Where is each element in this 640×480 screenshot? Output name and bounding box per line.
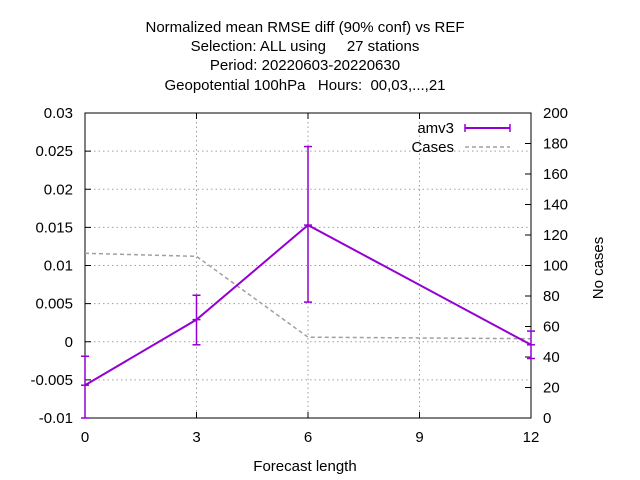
title-line-3: Period: 20220603-20220630 [210,57,400,74]
y2-tick-label: 40 [543,349,560,366]
y-tick-label: 0.01 [44,258,73,275]
y-tick-label: 0.03 [44,105,73,122]
x-tick-label: 3 [192,429,200,446]
series [81,145,535,419]
y-tick-label: 0.02 [44,181,73,198]
x-axis-label: Forecast length [253,458,356,475]
y2-tick-label: 0 [543,410,551,427]
y2-tick-label: 140 [543,197,568,214]
legend-label-amv3: amv3 [417,120,454,137]
y-tick-label: 0.015 [35,219,73,236]
series-line-cases [84,252,532,340]
x-tick-label: 6 [304,429,312,446]
title-line-2: Selection: ALL using 27 stations [191,38,420,55]
legend-swatch-amv3 [464,124,511,132]
y2-tick-label: 200 [543,105,568,122]
y-tick-label: -0.005 [30,372,73,389]
y2-tick-label: 60 [543,319,560,336]
y-tick-label: -0.01 [39,410,73,427]
y2-tick-label: 80 [543,288,560,305]
y2-tick-label: 100 [543,258,568,275]
plot-frame [84,112,532,419]
x-tick-label: 9 [415,429,423,446]
y2-tick-label: 160 [543,166,568,183]
title-line-4: Geopotential 100hPa Hours: 00,03,...,21 [164,77,445,94]
y-tick-label: 0 [65,334,73,351]
y2-tick-label: 180 [543,136,568,153]
x-tick-label: 0 [81,429,89,446]
y2-tick-label: 120 [543,227,568,244]
x-tick-label: 12 [523,429,540,446]
y2-axis-label: No cases [590,237,607,300]
y-tick-label: 0.025 [35,143,73,160]
axis-ticks: 0 3 6 9 12 -0.01 -0.005 0 0.005 0.01 0.015 0.02 0.02… [30,105,568,446]
title-line-1: Normalized mean RMSE diff (90% conf) vs … [146,19,465,36]
series-line-amv3 [84,223,532,387]
legend: amv3 Cases [411,120,511,156]
y-tick-label: 0.005 [35,296,73,313]
chart-title: Normalized mean RMSE diff (90% conf) vs … [146,19,465,94]
legend-label-cases: Cases [411,139,454,156]
y2-tick-label: 20 [543,380,560,397]
